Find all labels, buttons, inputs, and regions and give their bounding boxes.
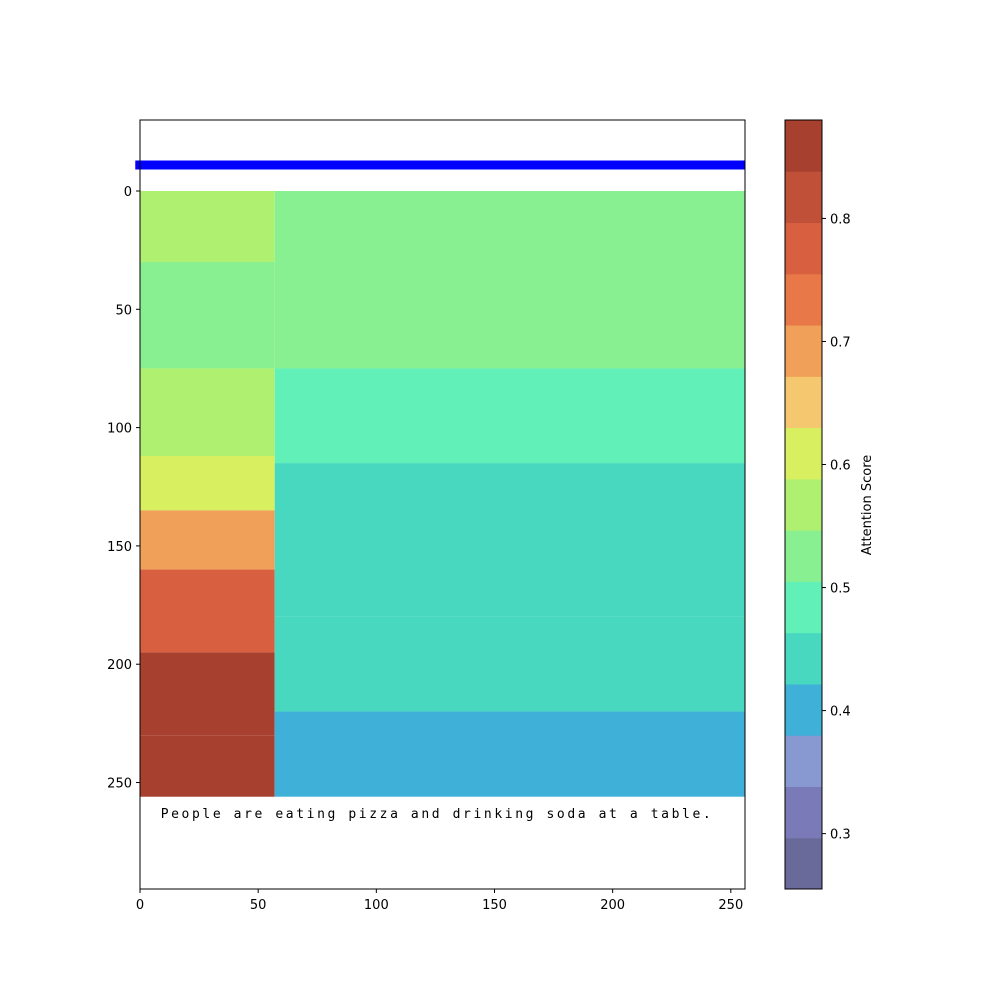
colorbar-band (785, 581, 822, 634)
colorbar-tick-label: 0.6 (830, 459, 851, 474)
colorbar-tick-label: 0.4 (830, 705, 851, 720)
colorbar-band (785, 786, 822, 839)
colorbar-band (785, 837, 822, 890)
attention-cell (274, 616, 745, 712)
x-tick-label: 0 (136, 898, 144, 913)
colorbar-band (785, 222, 822, 275)
caption-text: People are eating pizza and drinking sod… (161, 807, 714, 822)
colorbar-frame (784, 119, 823, 890)
attention-cell (140, 652, 275, 736)
attention-cell (140, 735, 275, 797)
colorbar-band (785, 478, 822, 531)
x-tick-label: 250 (718, 898, 743, 913)
attention-cell (140, 190, 275, 262)
colorbar-band (785, 273, 822, 326)
attention-heatmap (140, 190, 745, 797)
attention-cell (140, 368, 275, 456)
y-tick-label: 0 (124, 185, 132, 200)
colorbar (785, 120, 822, 890)
x-tick-label: 100 (364, 898, 389, 913)
attention-cell (274, 368, 745, 464)
y-tick-label: 100 (107, 422, 132, 437)
colorbar-tick-label: 0.3 (830, 828, 851, 843)
colorbar-band (785, 171, 822, 224)
y-tick-label: 50 (115, 303, 132, 318)
y-tick-label: 250 (107, 777, 132, 792)
colorbar-band (785, 376, 822, 429)
x-tick-label: 150 (482, 898, 507, 913)
y-axis: 0 50 100 150 200 250 (107, 185, 140, 792)
attention-cell (140, 510, 275, 570)
colorbar-band (785, 632, 822, 685)
attention-cell (140, 569, 275, 653)
plot-frame (139, 119, 746, 890)
colorbar-tick-label: 0.7 (830, 335, 851, 350)
x-tick-label: 200 (600, 898, 625, 913)
attention-cell (140, 455, 275, 511)
colorbar-band (785, 735, 822, 787)
colorbar-band (785, 120, 822, 172)
colorbar-tick-label: 0.5 (830, 582, 851, 597)
attention-cell (140, 261, 275, 369)
attention-cell (274, 190, 745, 369)
colorbar-label: Attention Score (860, 455, 875, 556)
colorbar-tick-label: 0.8 (830, 212, 851, 227)
colorbar-band (785, 683, 822, 736)
colorbar-band (785, 325, 822, 377)
colorbar-band (785, 530, 822, 582)
colorbar-band (785, 427, 822, 480)
y-tick-label: 200 (107, 658, 132, 673)
y-tick-label: 150 (107, 540, 132, 555)
colorbar-ticks: 0.3 0.4 0.5 0.6 0.7 0.8 (822, 212, 851, 843)
attention-cell (274, 463, 745, 617)
attention-cell (274, 711, 745, 797)
x-tick-label: 50 (250, 898, 267, 913)
x-axis: 0 50 100 150 200 250 (136, 889, 743, 913)
